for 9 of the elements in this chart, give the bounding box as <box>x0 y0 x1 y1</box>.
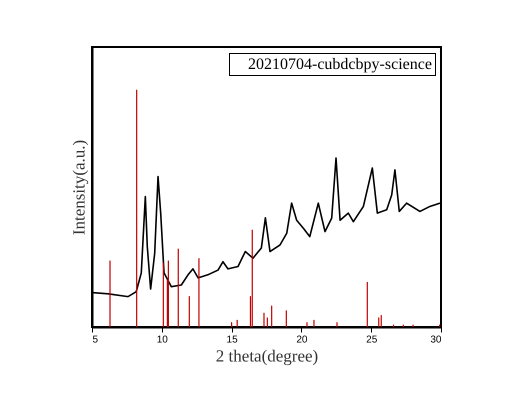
x-tick-label: 10 <box>156 334 168 346</box>
y-axis-title: Intensity(a.u.) <box>70 140 88 236</box>
x-tick-label: 25 <box>366 334 378 346</box>
x-axis-title: 2 theta(degree) <box>216 346 318 366</box>
x-tick-label: 20 <box>296 334 308 346</box>
text: 20210704-cubdcbpy-science <box>248 56 432 73</box>
x-tick-label: 15 <box>226 334 238 346</box>
x-tick-label: 30 <box>430 334 442 346</box>
x-tick-label: 5 <box>92 334 98 346</box>
